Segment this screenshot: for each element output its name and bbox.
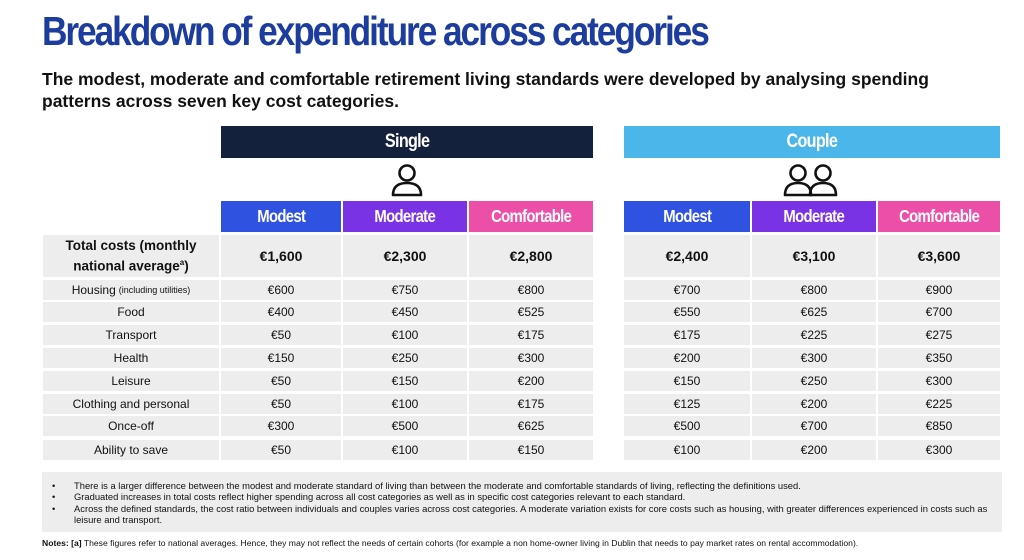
cost-value: €100: [343, 325, 467, 345]
total-cost-value: €2,400: [624, 235, 750, 277]
cost-value: €700: [878, 302, 1000, 322]
row-label: Once-off: [43, 416, 219, 436]
total-cost-value: €3,100: [752, 235, 876, 277]
page-subtitle: The modest, moderate and comfortable ret…: [42, 69, 929, 111]
cost-value: €750: [343, 280, 467, 300]
row-label: Transport: [43, 325, 219, 345]
note-item: Across the defined standards, the cost r…: [50, 503, 992, 526]
cost-value: €225: [878, 394, 1000, 414]
cost-value: €800: [752, 280, 876, 300]
note-item: There is a larger difference between the…: [50, 480, 992, 492]
cost-value: €300: [221, 416, 341, 436]
cost-value: €200: [752, 440, 876, 460]
cost-value: €250: [752, 371, 876, 391]
note-item: Graduated increases in total costs refle…: [50, 491, 992, 503]
cost-value: €700: [752, 416, 876, 436]
cost-value: €550: [624, 302, 750, 322]
notes-box: There is a larger difference between the…: [42, 472, 1002, 532]
cost-value: €300: [878, 371, 1000, 391]
cost-value: €850: [878, 416, 1000, 436]
two-people-icon: [783, 164, 838, 197]
cost-value: €100: [343, 394, 467, 414]
cost-value: €800: [469, 280, 593, 300]
cost-value: €50: [221, 394, 341, 414]
cost-value: €200: [752, 394, 876, 414]
cost-value: €625: [469, 416, 593, 436]
column-header-comfortable: Comfortable: [469, 201, 593, 232]
cost-value: €700: [624, 280, 750, 300]
cost-value: €500: [624, 416, 750, 436]
cost-value: €100: [624, 440, 750, 460]
person-icon: [391, 164, 423, 197]
cost-value: €300: [878, 440, 1000, 460]
row-label: Ability to save: [43, 440, 219, 460]
total-cost-value: €2,300: [343, 235, 467, 277]
cost-value: €150: [221, 348, 341, 368]
cost-value: €125: [624, 394, 750, 414]
cost-value: €225: [752, 325, 876, 345]
total-cost-value: €1,600: [221, 235, 341, 277]
cost-value: €500: [343, 416, 467, 436]
row-label: Health: [43, 348, 219, 368]
cost-value: €275: [878, 325, 1000, 345]
cost-value: €50: [221, 325, 341, 345]
total-cost-value: €2,800: [469, 235, 593, 277]
column-header-moderate: Moderate: [752, 201, 876, 232]
cost-value: €350: [878, 348, 1000, 368]
cost-value: €175: [469, 394, 593, 414]
column-header-comfortable: Comfortable: [878, 201, 1000, 232]
cost-value: €450: [343, 302, 467, 322]
cost-value: €150: [624, 371, 750, 391]
cost-value: €150: [469, 440, 593, 460]
cost-value: €50: [221, 440, 341, 460]
row-label: Leisure: [43, 371, 219, 391]
column-header-modest: Modest: [624, 201, 750, 232]
cost-value: €300: [752, 348, 876, 368]
cost-value: €625: [752, 302, 876, 322]
cost-value: €250: [343, 348, 467, 368]
cost-value: €150: [343, 371, 467, 391]
cost-value: €300: [469, 348, 593, 368]
cost-value: €400: [221, 302, 341, 322]
single-group-header: Single: [221, 126, 593, 158]
row-label: Clothing and personal: [43, 394, 219, 414]
cost-value: €175: [469, 325, 593, 345]
row-label: Housing (including utilities): [43, 280, 219, 300]
footnote: Notes: [a] These figures refer to nation…: [42, 538, 859, 548]
cost-value: €525: [469, 302, 593, 322]
total-costs-label: Total costs (monthly national averagea): [43, 235, 219, 277]
cost-value: €50: [221, 371, 341, 391]
row-label: Food: [43, 302, 219, 322]
cost-value: €900: [878, 280, 1000, 300]
column-header-moderate: Moderate: [343, 201, 467, 232]
page-title: Breakdown of expenditure across categori…: [42, 8, 710, 54]
cost-value: €200: [624, 348, 750, 368]
couple-group-header: Couple: [624, 126, 1000, 158]
column-header-modest: Modest: [221, 201, 341, 232]
total-cost-value: €3,600: [878, 235, 1000, 277]
cost-value: €175: [624, 325, 750, 345]
cost-value: €100: [343, 440, 467, 460]
cost-value: €200: [469, 371, 593, 391]
cost-value: €600: [221, 280, 341, 300]
